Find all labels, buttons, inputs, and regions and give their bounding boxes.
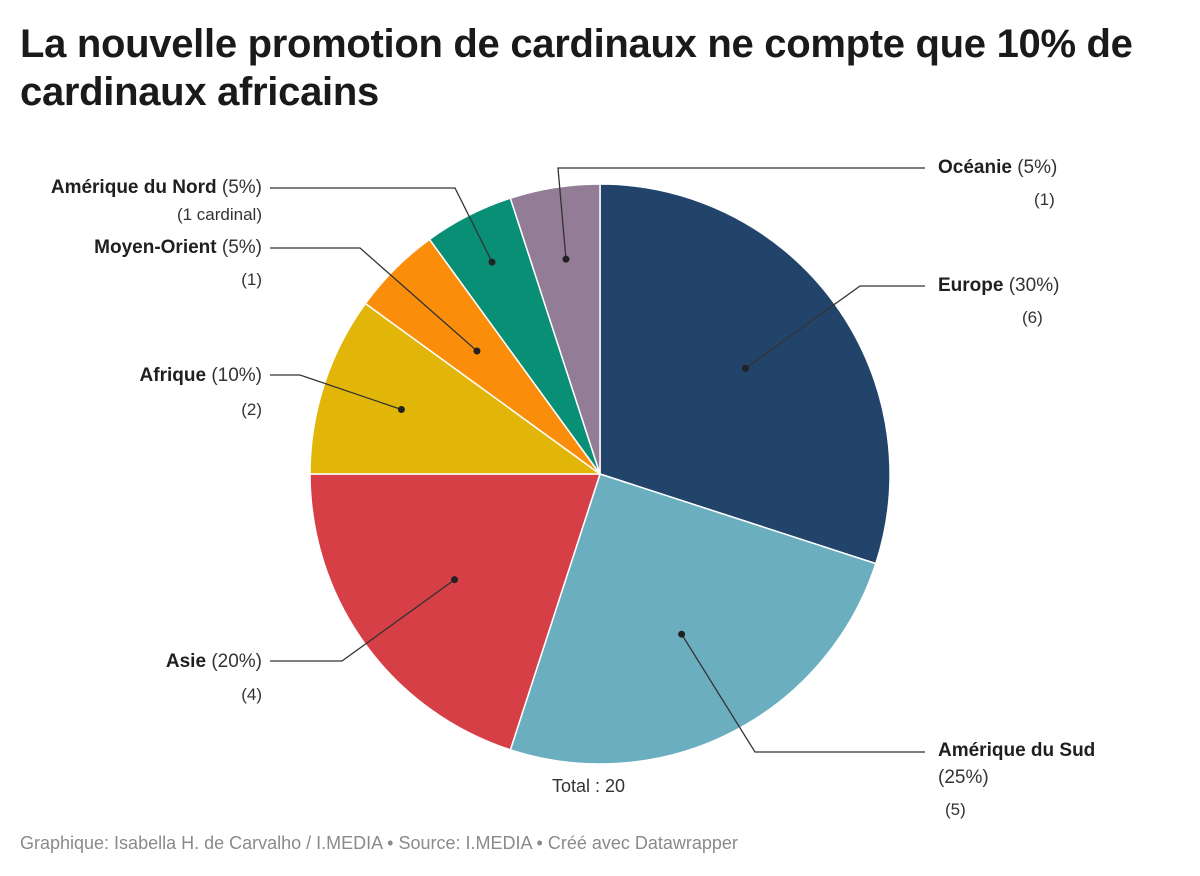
count-moyen-orient: (1) (241, 270, 262, 289)
leader-dot (488, 258, 496, 266)
chart-footer: Graphique: Isabella H. de Carvalho / I.M… (20, 833, 738, 853)
leader-dot (473, 347, 481, 355)
count-oceanie: (1) (1034, 190, 1055, 209)
label-europe: Europe (30%) (938, 275, 1060, 296)
chart-title: La nouvelle promotion de cardinaux ne co… (20, 22, 1133, 114)
pie-slice-afrique (309, 302, 603, 475)
label-moyen-orient: Moyen-Orient (5%) (94, 237, 262, 258)
pie-slice-am-rique-du-sud (509, 473, 877, 765)
label-amerique-du-sud: Amérique du Sud (938, 740, 1096, 761)
leader-line (557, 167, 925, 260)
leader-line (745, 285, 925, 369)
leader-line (270, 374, 402, 411)
leader-line (270, 247, 478, 352)
label-asie: Asie (20%) (165, 651, 262, 672)
count-afrique: (2) (241, 400, 262, 419)
leader-line (681, 633, 925, 753)
count-amerique-du-nord: (1 cardinal) (176, 205, 262, 224)
label-afrique: Afrique (10%) (139, 365, 262, 386)
label-amerique-du-nord: Amérique du Nord (5%) (50, 177, 262, 198)
leader-line (270, 579, 455, 662)
leader-dot (451, 576, 459, 584)
count-asie: (4) (241, 685, 262, 704)
count-amerique-du-sud: (5) (945, 800, 966, 819)
pie-slice-oc-anie (509, 183, 601, 475)
leader-dot (678, 630, 686, 638)
leader-dot (397, 405, 405, 413)
percent-amerique-du-sud: (25%) (938, 767, 989, 788)
count-europe: (6) (1022, 308, 1043, 327)
leader-line (270, 187, 493, 263)
leader-dot (562, 255, 570, 263)
label-oceanie: Océanie (5%) (938, 157, 1058, 178)
total-label: Total : 20 (552, 776, 626, 796)
leader-dot (741, 364, 749, 372)
